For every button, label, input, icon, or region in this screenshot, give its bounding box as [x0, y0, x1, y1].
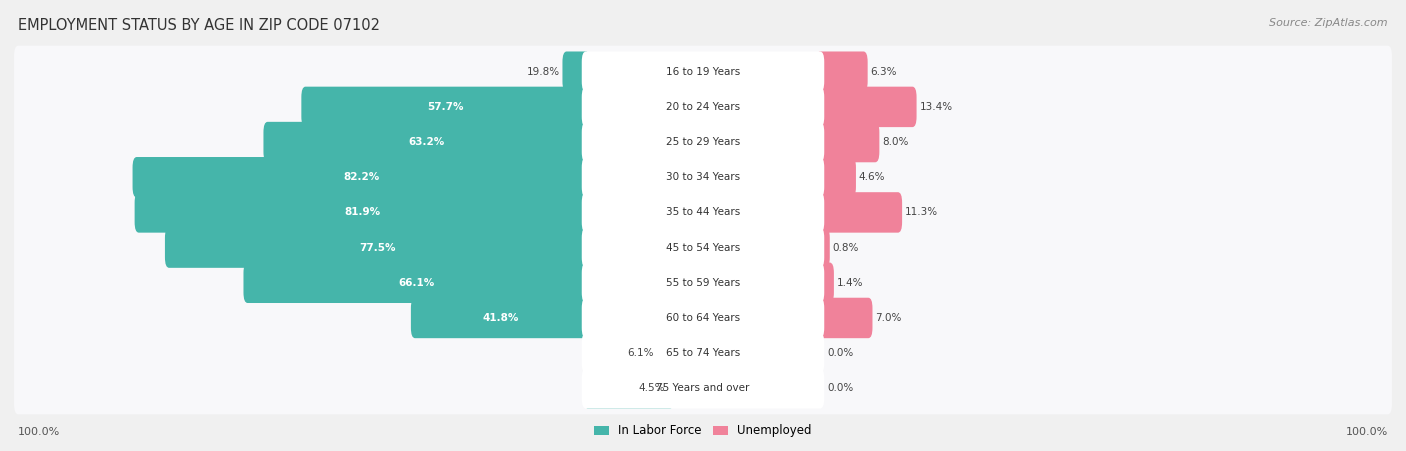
FancyBboxPatch shape — [582, 157, 824, 198]
FancyBboxPatch shape — [14, 257, 1392, 309]
Text: 25 to 29 Years: 25 to 29 Years — [666, 137, 740, 147]
FancyBboxPatch shape — [582, 333, 824, 373]
FancyBboxPatch shape — [165, 227, 591, 268]
FancyBboxPatch shape — [582, 298, 824, 338]
Text: 6.3%: 6.3% — [870, 67, 897, 77]
FancyBboxPatch shape — [14, 81, 1392, 133]
FancyBboxPatch shape — [582, 192, 824, 233]
FancyBboxPatch shape — [14, 151, 1392, 203]
Text: 8.0%: 8.0% — [882, 137, 908, 147]
Text: 82.2%: 82.2% — [343, 172, 380, 182]
Text: Source: ZipAtlas.com: Source: ZipAtlas.com — [1270, 18, 1388, 28]
Text: 75 Years and over: 75 Years and over — [657, 383, 749, 393]
Text: 77.5%: 77.5% — [359, 243, 395, 253]
FancyBboxPatch shape — [14, 327, 1392, 379]
FancyBboxPatch shape — [815, 227, 830, 268]
Text: 66.1%: 66.1% — [399, 278, 434, 288]
Text: 57.7%: 57.7% — [427, 102, 464, 112]
Text: 81.9%: 81.9% — [344, 207, 381, 217]
FancyBboxPatch shape — [14, 221, 1392, 274]
FancyBboxPatch shape — [301, 87, 591, 127]
FancyBboxPatch shape — [14, 362, 1392, 414]
FancyBboxPatch shape — [815, 298, 873, 338]
Text: 4.5%: 4.5% — [638, 383, 665, 393]
Text: 19.8%: 19.8% — [527, 67, 560, 77]
Text: 63.2%: 63.2% — [409, 137, 444, 147]
Text: 0.8%: 0.8% — [832, 243, 859, 253]
Text: EMPLOYMENT STATUS BY AGE IN ZIP CODE 07102: EMPLOYMENT STATUS BY AGE IN ZIP CODE 071… — [18, 18, 380, 33]
FancyBboxPatch shape — [582, 227, 824, 268]
FancyBboxPatch shape — [135, 192, 591, 233]
Text: 41.8%: 41.8% — [482, 313, 519, 323]
Text: 7.0%: 7.0% — [876, 313, 901, 323]
FancyBboxPatch shape — [582, 262, 824, 303]
Text: 4.6%: 4.6% — [859, 172, 886, 182]
Text: 16 to 19 Years: 16 to 19 Years — [666, 67, 740, 77]
FancyBboxPatch shape — [243, 262, 591, 303]
FancyBboxPatch shape — [815, 122, 879, 162]
FancyBboxPatch shape — [263, 122, 591, 162]
Legend: In Labor Force, Unemployed: In Labor Force, Unemployed — [589, 420, 817, 442]
FancyBboxPatch shape — [14, 292, 1392, 344]
FancyBboxPatch shape — [582, 87, 824, 127]
FancyBboxPatch shape — [815, 192, 903, 233]
Text: 13.4%: 13.4% — [920, 102, 952, 112]
FancyBboxPatch shape — [815, 51, 868, 92]
Text: 100.0%: 100.0% — [1346, 428, 1388, 437]
FancyBboxPatch shape — [582, 122, 824, 162]
Text: 11.3%: 11.3% — [905, 207, 938, 217]
FancyBboxPatch shape — [14, 116, 1392, 168]
FancyBboxPatch shape — [132, 157, 591, 198]
Text: 0.0%: 0.0% — [827, 383, 853, 393]
FancyBboxPatch shape — [815, 157, 856, 198]
Text: 35 to 44 Years: 35 to 44 Years — [666, 207, 740, 217]
FancyBboxPatch shape — [586, 368, 672, 409]
FancyBboxPatch shape — [582, 51, 824, 92]
FancyBboxPatch shape — [14, 186, 1392, 239]
Text: 55 to 59 Years: 55 to 59 Years — [666, 278, 740, 288]
FancyBboxPatch shape — [14, 46, 1392, 98]
FancyBboxPatch shape — [411, 298, 591, 338]
FancyBboxPatch shape — [815, 262, 834, 303]
FancyBboxPatch shape — [586, 333, 661, 373]
Text: 65 to 74 Years: 65 to 74 Years — [666, 348, 740, 358]
FancyBboxPatch shape — [582, 368, 824, 409]
Text: 60 to 64 Years: 60 to 64 Years — [666, 313, 740, 323]
FancyBboxPatch shape — [562, 51, 591, 92]
Text: 1.4%: 1.4% — [837, 278, 863, 288]
Text: 100.0%: 100.0% — [18, 428, 60, 437]
Text: 6.1%: 6.1% — [627, 348, 654, 358]
Text: 0.0%: 0.0% — [827, 348, 853, 358]
FancyBboxPatch shape — [815, 87, 917, 127]
Text: 30 to 34 Years: 30 to 34 Years — [666, 172, 740, 182]
Text: 20 to 24 Years: 20 to 24 Years — [666, 102, 740, 112]
Text: 45 to 54 Years: 45 to 54 Years — [666, 243, 740, 253]
